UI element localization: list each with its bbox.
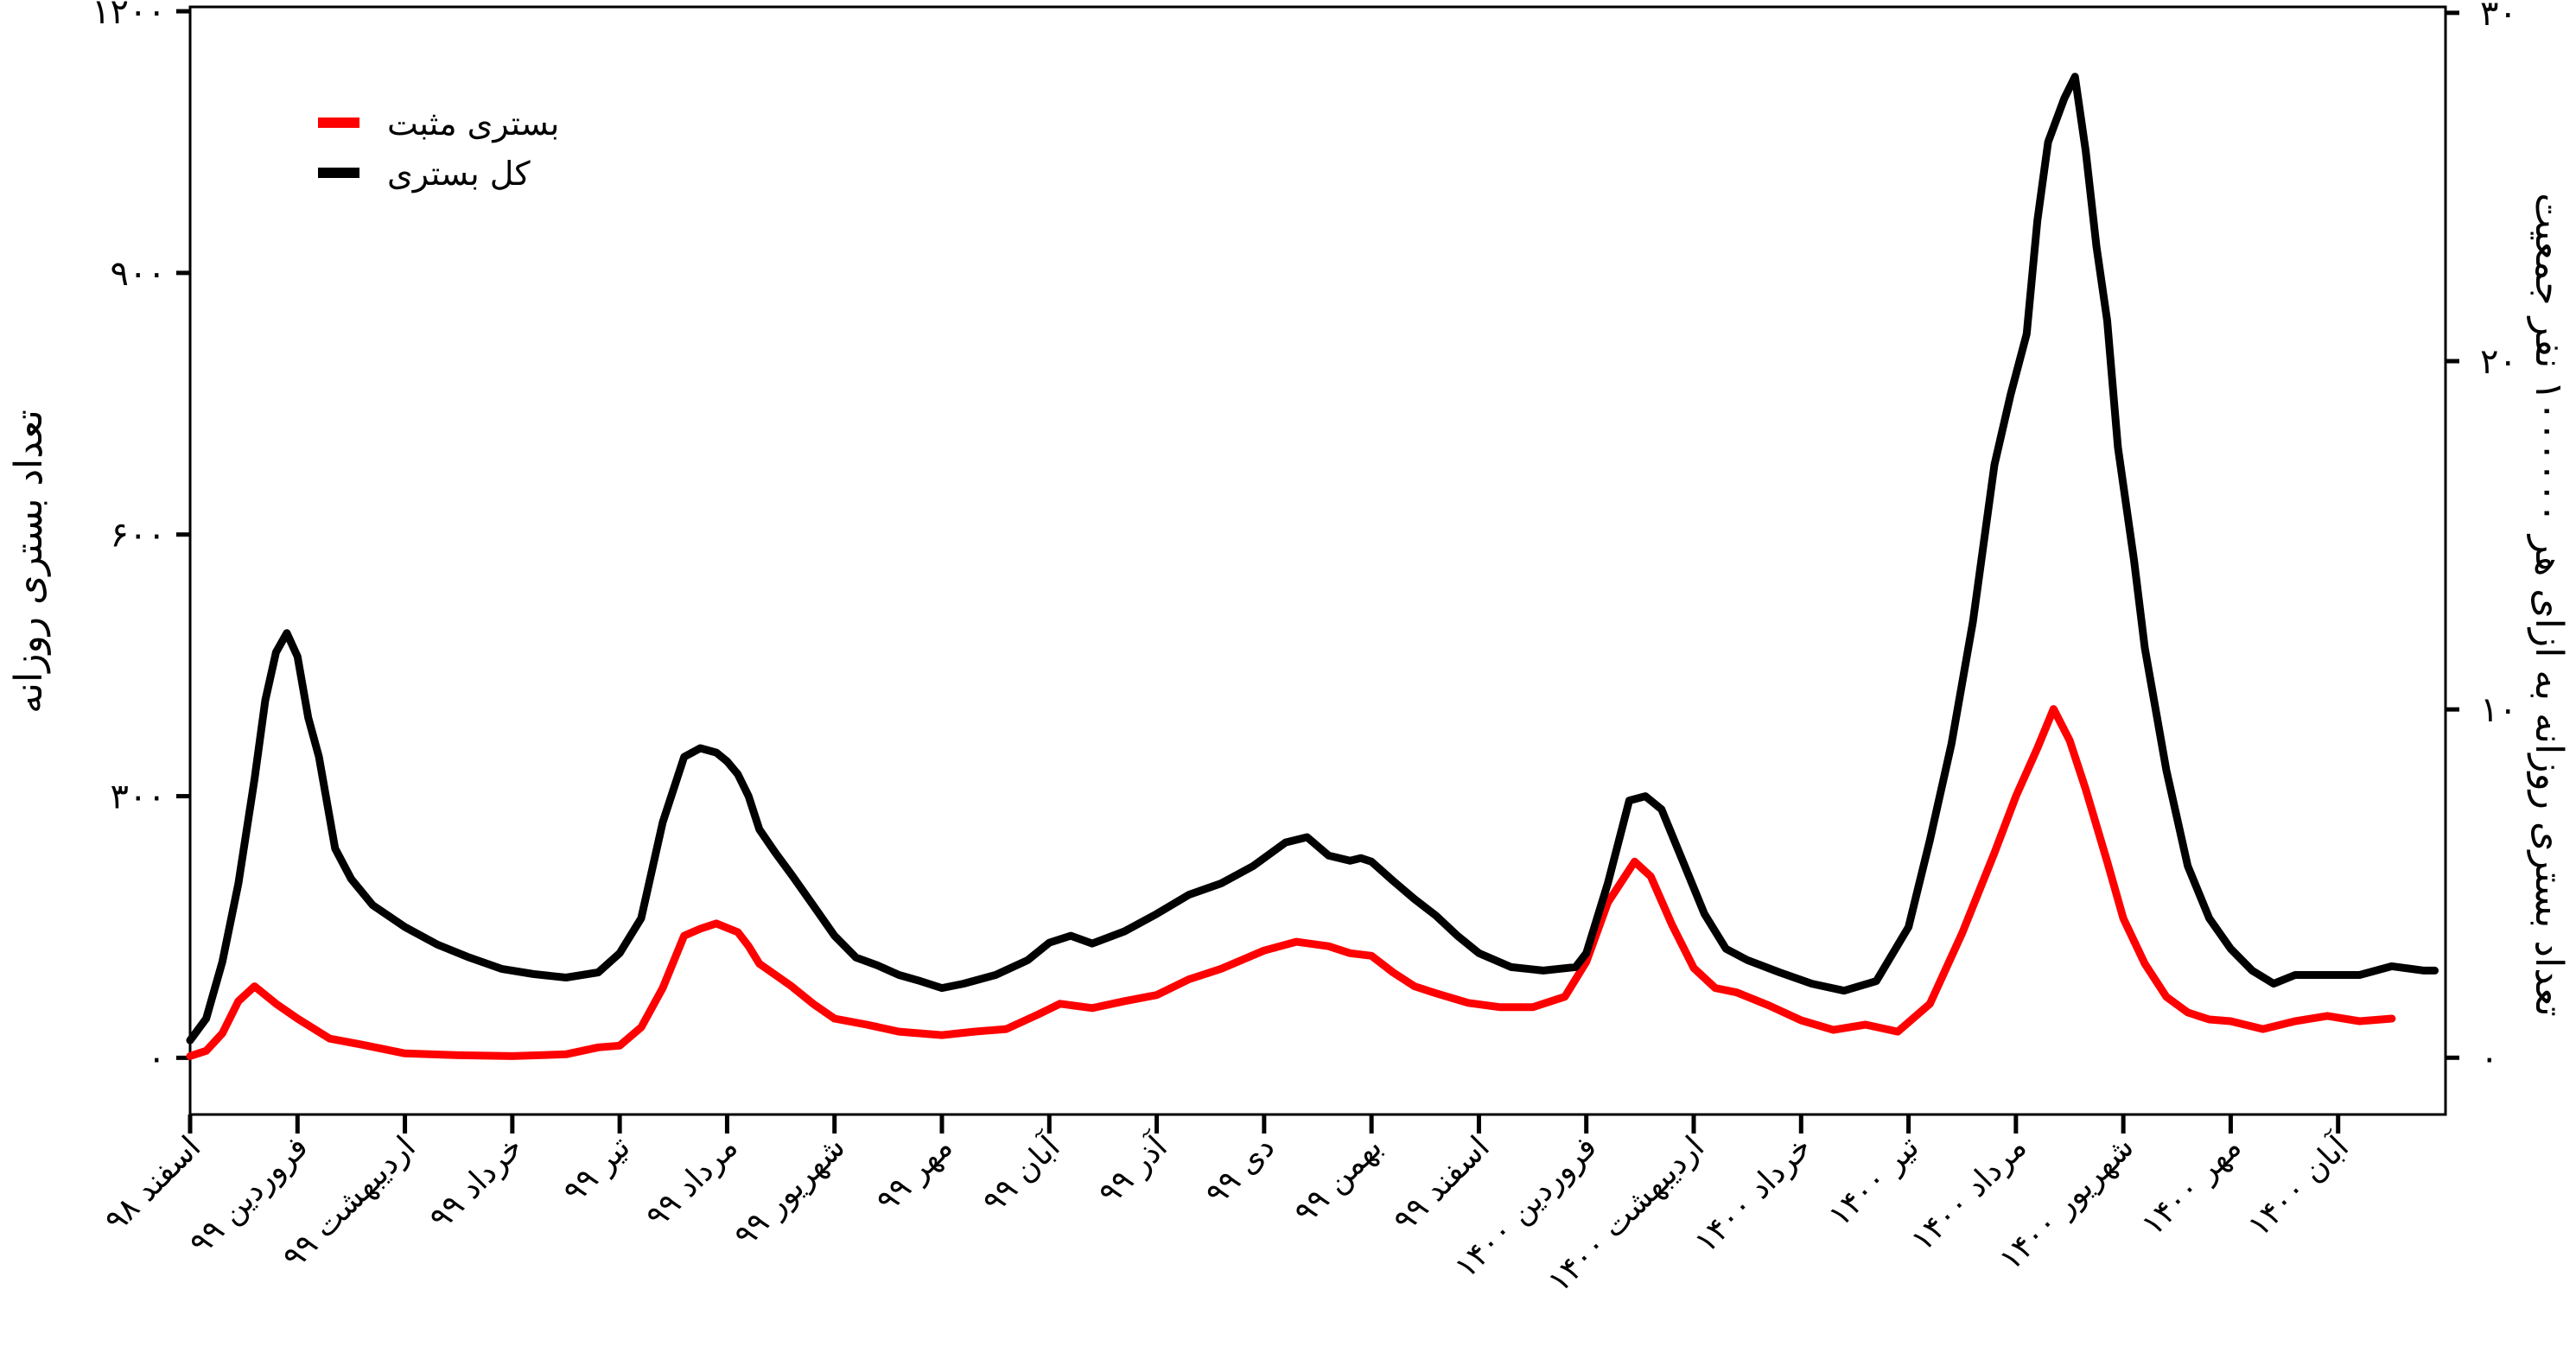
x-tick-label: تیر ۹۹ xyxy=(557,1129,637,1210)
x-tick-label: بهمن ۹۹ xyxy=(1288,1129,1389,1230)
y-tick-label: ۱۲۰۰ xyxy=(92,0,166,32)
legend-label-positive: بستری مثبت xyxy=(387,105,559,143)
x-tick-label: مرداد ۹۹ xyxy=(639,1129,745,1235)
legend-label-total: کل بستری xyxy=(387,155,531,194)
x-tick-label: اسفند ۹۸ xyxy=(99,1129,208,1239)
series-group xyxy=(186,73,2439,1060)
x-tick-label: مهر ۹۹ xyxy=(870,1129,960,1219)
y-tick-label: ۹۰۰ xyxy=(111,254,166,294)
x-tick-label: آذر ۹۹ xyxy=(1091,1127,1176,1212)
x-tick-label: خرداد ۹۹ xyxy=(423,1129,530,1236)
plot-frame xyxy=(188,5,2447,1116)
x-tick-label: مهر ۱۴۰۰ xyxy=(2135,1129,2248,1242)
y-tick-label: ۳۰۰ xyxy=(111,778,166,817)
legend: بستری مثبت کل بستری xyxy=(318,105,559,194)
x-tick-label: آبان ۱۴۰۰ xyxy=(2240,1127,2357,1244)
y-axis-left: ۰ ۳۰۰ ۶۰۰ ۹۰۰ ۱۲۰۰ xyxy=(92,0,190,1078)
x-tick-label: اسفند ۹۹ xyxy=(1387,1129,1497,1239)
series-line-total xyxy=(186,73,2439,1045)
y-axis-right: ۰ ۱۰ ۲۰ ۳۰ xyxy=(2446,0,2517,1078)
x-tick-label: آبان ۹۹ xyxy=(974,1127,1068,1221)
y-axis-title-right: تعداد بستری روزانه به ازای هر ۱۰۰۰۰۰۰ نف… xyxy=(2527,193,2571,1017)
series-line-positive xyxy=(186,705,2396,1060)
x-tick-label: دی ۹۹ xyxy=(1199,1129,1282,1212)
x-tick-label: تیر ۱۴۰۰ xyxy=(1822,1129,1926,1234)
x-tick-label: شهریور ۹۹ xyxy=(728,1129,852,1254)
x-tick-label: خرداد ۱۴۰۰ xyxy=(1688,1129,1818,1260)
y-axis-title-left: تعداد بستری روزانه xyxy=(7,410,51,714)
y-right-tick-label: ۱۰ xyxy=(2480,690,2517,730)
y-tick-label: ۶۰۰ xyxy=(111,516,166,556)
y-right-tick-label: ۳۰ xyxy=(2480,0,2517,34)
y-right-tick-label: ۲۰ xyxy=(2480,342,2517,382)
y-right-tick-label: ۰ xyxy=(2480,1038,2498,1078)
y-tick-label: ۰ xyxy=(148,1038,166,1078)
